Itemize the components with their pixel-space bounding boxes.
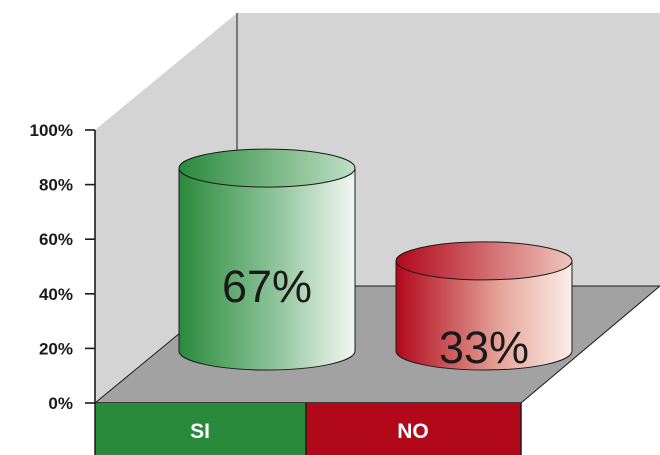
- y-ticks: 0% 20% 40% 60% 80% 100%: [30, 121, 95, 413]
- bar-no: [395, 241, 573, 371]
- bar-no-body: [395, 260, 573, 371]
- bar-no-top: [395, 241, 573, 281]
- category-band-no: [306, 403, 521, 455]
- y-tick-label: 0%: [48, 394, 73, 413]
- y-tick-label: 80%: [39, 176, 73, 195]
- y-tick-label: 40%: [39, 285, 73, 304]
- data-label-no: 33%: [439, 322, 529, 373]
- y-tick-label: 100%: [30, 121, 73, 140]
- bar-si-top: [178, 148, 356, 188]
- bar-si-body: [178, 167, 356, 371]
- data-label-si: 67%: [222, 261, 312, 312]
- category-band-si: [95, 403, 306, 455]
- bar-si: [178, 148, 356, 371]
- category-label-si: SI: [190, 420, 210, 443]
- y-tick-label: 20%: [39, 339, 73, 358]
- y-tick-label: 60%: [39, 230, 73, 249]
- category-label-no: NO: [397, 420, 429, 443]
- floor-right-edge: [520, 285, 660, 404]
